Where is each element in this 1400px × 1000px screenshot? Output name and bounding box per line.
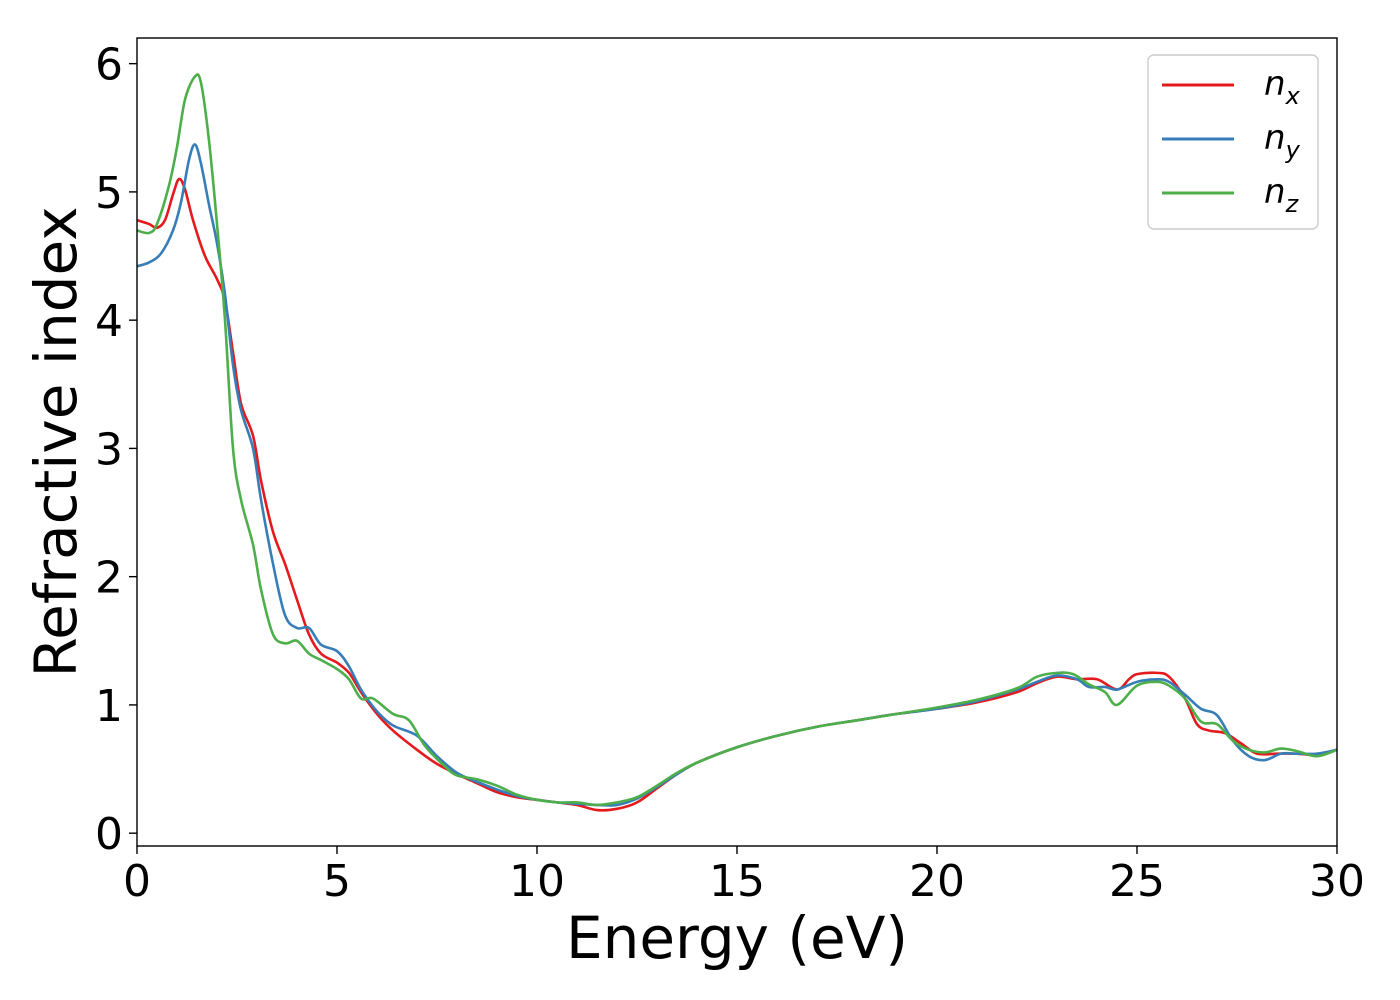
legend-frame [1147, 54, 1319, 230]
series-line-ny [137, 143, 1337, 807]
legend-label-nx: nx [1264, 64, 1301, 110]
y-tick-label: 3 [95, 424, 123, 475]
x-tick-label: 30 [1309, 856, 1365, 907]
y-axis-ticks: 0 1 2 3 4 5 6 [95, 40, 137, 860]
x-tick-label: 20 [909, 856, 965, 907]
x-tick-label: 25 [1109, 856, 1165, 907]
x-tick-label: 15 [709, 856, 765, 907]
y-tick-label: 4 [95, 296, 123, 347]
series-line-nx [137, 177, 1337, 812]
x-axis-title: Energy (eV) [566, 904, 908, 972]
x-tick-label: 10 [509, 856, 565, 907]
series-layer [137, 73, 1337, 812]
legend-label-nz: nz [1264, 172, 1300, 218]
x-tick-label: 5 [323, 856, 351, 907]
y-tick-label: 2 [95, 553, 123, 604]
legend: nx ny nz [1147, 54, 1319, 230]
legend-label-ny: ny [1264, 118, 1301, 164]
x-tick-label: 0 [123, 856, 151, 907]
y-axis-title: Refractive index [22, 206, 90, 677]
y-tick-label: 1 [95, 681, 123, 732]
y-tick-label: 0 [95, 809, 123, 860]
y-tick-label: 5 [95, 168, 123, 219]
y-tick-label: 6 [95, 40, 123, 91]
x-axis-ticks: 0 5 10 15 20 25 30 [123, 846, 1365, 907]
series-line-nz [137, 73, 1337, 807]
